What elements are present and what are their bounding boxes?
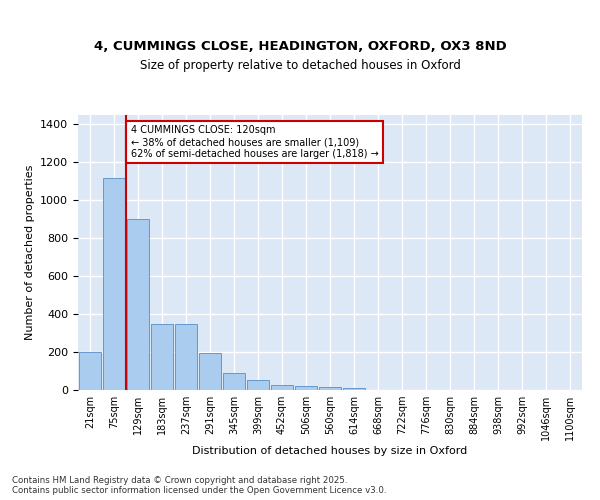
Bar xyxy=(79,352,101,390)
Bar xyxy=(127,220,149,390)
Bar xyxy=(343,388,365,390)
Text: Contains HM Land Registry data © Crown copyright and database right 2025.
Contai: Contains HM Land Registry data © Crown c… xyxy=(12,476,386,495)
Bar xyxy=(271,386,293,390)
Text: Size of property relative to detached houses in Oxford: Size of property relative to detached ho… xyxy=(140,60,460,72)
Bar xyxy=(247,380,269,390)
Bar xyxy=(151,324,173,390)
Bar xyxy=(199,353,221,390)
Bar xyxy=(319,387,341,390)
Bar xyxy=(223,373,245,390)
Bar xyxy=(175,324,197,390)
Bar xyxy=(103,178,125,390)
Bar xyxy=(295,386,317,390)
Text: 4 CUMMINGS CLOSE: 120sqm
← 38% of detached houses are smaller (1,109)
62% of sem: 4 CUMMINGS CLOSE: 120sqm ← 38% of detach… xyxy=(131,126,379,158)
Text: 4, CUMMINGS CLOSE, HEADINGTON, OXFORD, OX3 8ND: 4, CUMMINGS CLOSE, HEADINGTON, OXFORD, O… xyxy=(94,40,506,52)
Y-axis label: Number of detached properties: Number of detached properties xyxy=(25,165,35,340)
X-axis label: Distribution of detached houses by size in Oxford: Distribution of detached houses by size … xyxy=(193,446,467,456)
